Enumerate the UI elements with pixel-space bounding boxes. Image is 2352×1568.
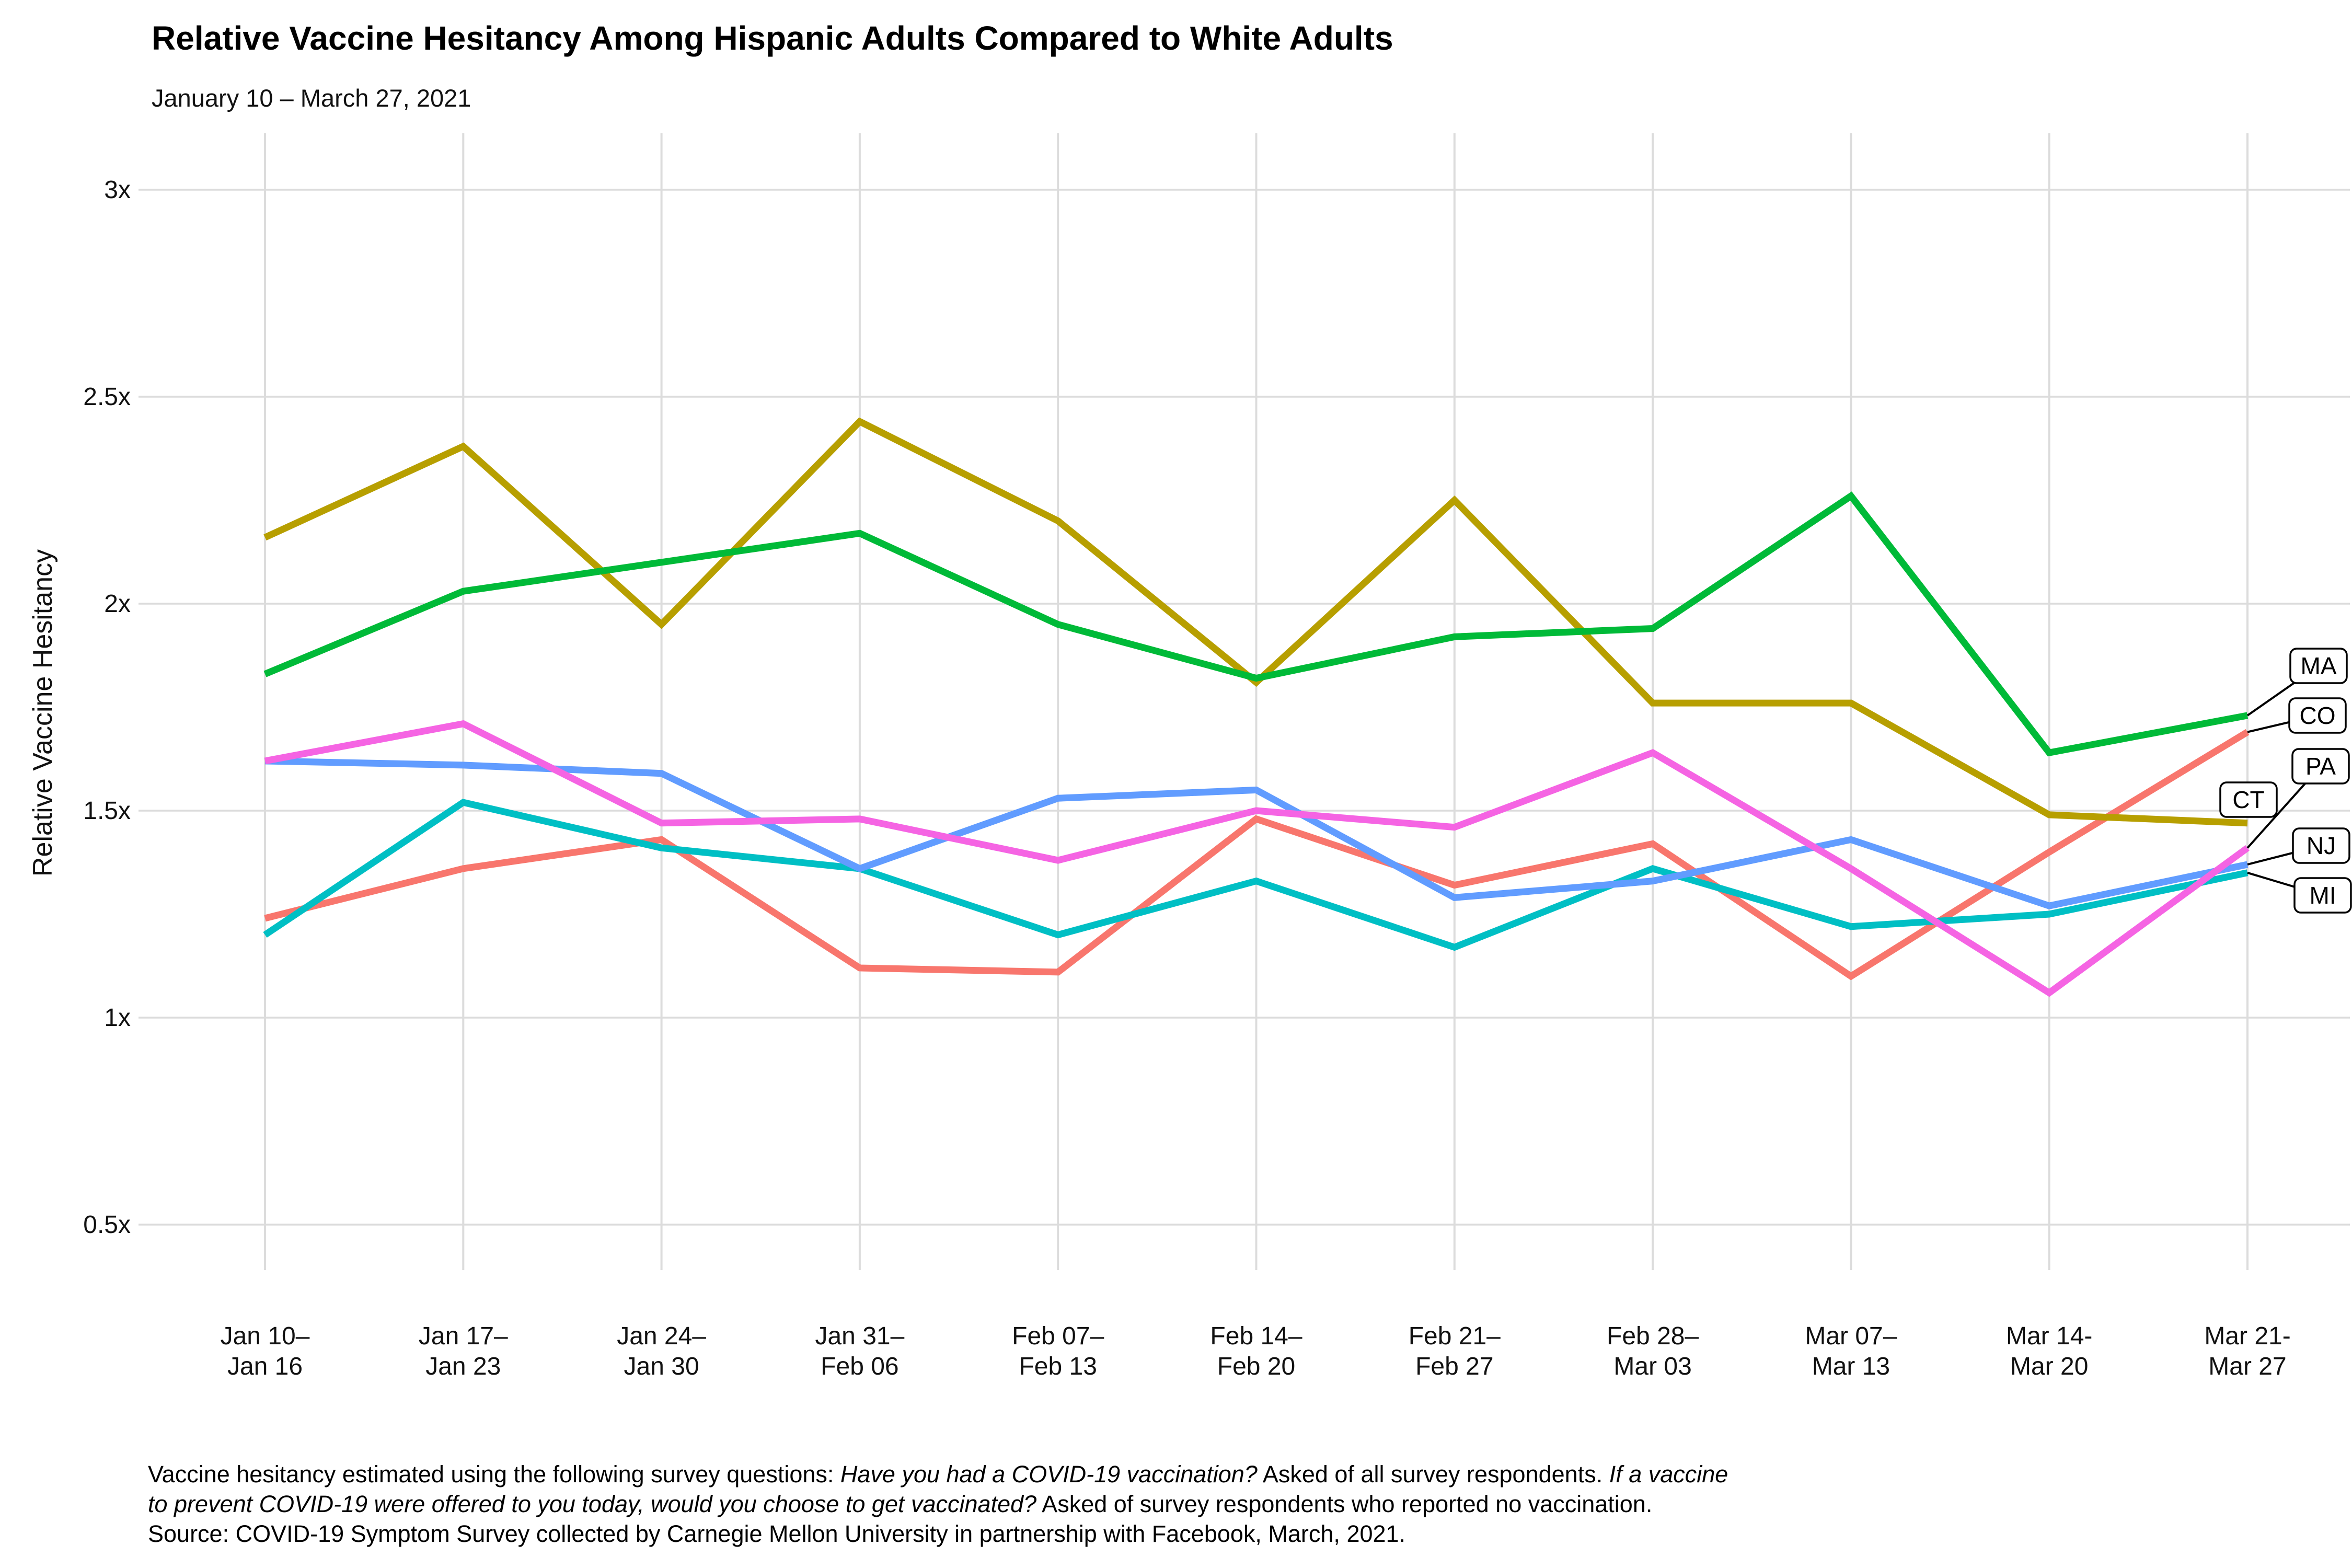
- x-tick-label: Mar 14-Mar 20: [2006, 1322, 2092, 1380]
- y-tick-label: 1x: [104, 1004, 131, 1032]
- x-tick-label: Feb 14– Feb 20: [1210, 1322, 1302, 1380]
- gridlines: [139, 133, 2350, 1270]
- label-box-MA: [2289, 648, 2348, 684]
- series-line-NJ: [264, 757, 2249, 909]
- label-box-CT: [2219, 781, 2278, 818]
- x-tick-label: Jan 17– Jan 23: [419, 1322, 508, 1380]
- x-tick-label: Mar 21-Mar 27: [2204, 1322, 2290, 1380]
- x-tick-label: Mar 07– Mar 13: [1805, 1322, 1897, 1380]
- label-box-CO: [2288, 697, 2347, 734]
- label-box-MI: [2293, 877, 2352, 914]
- x-tick-label: Feb 28– Mar 03: [1607, 1322, 1699, 1380]
- y-tick-label: 1.5x: [83, 797, 131, 825]
- chart-subtitle: January 10 – March 27, 2021: [152, 84, 471, 112]
- footnote-line-2: to prevent COVID-19 were offered to you …: [148, 1491, 1653, 1517]
- label-box-NJ: [2292, 827, 2350, 864]
- chart-title: Relative Vaccine Hesitancy Among Hispani…: [152, 19, 1393, 57]
- label-text-CO: CO: [2300, 702, 2336, 729]
- series-line-MA: [263, 491, 2249, 757]
- y-tick-label: 2x: [104, 590, 131, 618]
- y-tick-label: 3x: [104, 176, 131, 204]
- series-lines: [263, 417, 2250, 997]
- footnote-line-3: Source: COVID-19 Symptom Survey collecte…: [148, 1520, 1406, 1547]
- footnote: Vaccine hesitancy estimated using the fo…: [148, 1459, 1728, 1549]
- label-text-PA: PA: [2305, 753, 2336, 780]
- label-text-MA: MA: [2301, 652, 2337, 679]
- x-tick-label: Jan 31– Feb 06: [815, 1322, 904, 1380]
- series-line-MI: [263, 799, 2249, 951]
- series-line-CO: [264, 729, 2250, 981]
- series-end-labels: MA CO PA CT NJ MI: [2219, 648, 2352, 914]
- x-tick-label: Jan 24– Jan 30: [617, 1322, 706, 1380]
- x-tick-label: Jan 10– Jan 16: [221, 1322, 310, 1380]
- y-tick-label: 0.5x: [83, 1211, 131, 1239]
- label-text-CT: CT: [2232, 786, 2264, 813]
- x-tick-label: Feb 07– Feb 13: [1012, 1322, 1104, 1380]
- axis-labels: 3x 2.5x 2x 1.5x 1x 0.5x Jan 10– Jan 16 Jan 17– Ja…: [83, 176, 2290, 1380]
- label-text-NJ: NJ: [2307, 832, 2336, 859]
- footnote-line-1: Vaccine hesitancy estimated using the fo…: [148, 1461, 1728, 1488]
- series-line-CT: [263, 417, 2248, 827]
- series-line-PA: [264, 720, 2250, 997]
- label-text-MI: MI: [2309, 882, 2336, 909]
- x-tick-label: Feb 21– Feb 27: [1409, 1322, 1501, 1380]
- y-tick-label: 2.5x: [83, 383, 131, 411]
- label-box-PA: [2291, 748, 2350, 785]
